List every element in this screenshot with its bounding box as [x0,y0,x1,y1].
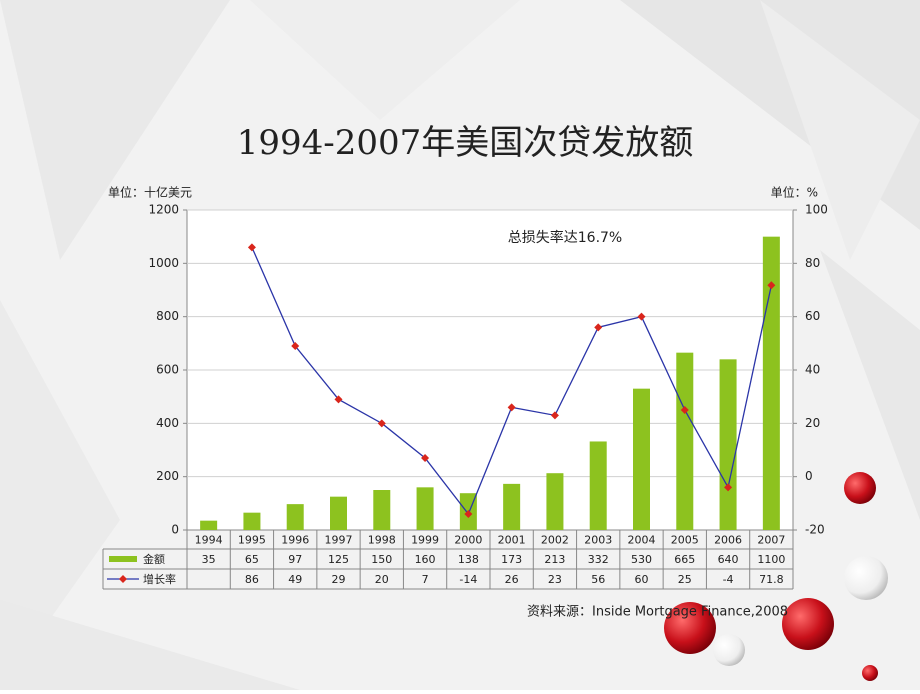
marker [550,411,559,420]
table-value: 35 [202,553,216,566]
y2-tick-label: 0 [805,469,813,483]
legend-swatch [109,556,137,562]
y-tick-label: 1000 [148,256,179,270]
x-tick-label: 2001 [498,534,526,547]
table-value: 150 [371,553,392,566]
marker [291,342,300,350]
bar [330,496,347,530]
table-value: 160 [415,553,436,566]
y-tick-label: 400 [156,416,179,430]
chart-title: 1994-2007年美国次贷发放额 [237,123,694,163]
bar [676,352,694,530]
decorative-balls [664,472,888,681]
bar [416,487,434,530]
y-tick-label: 600 [156,363,179,377]
x-tick-label: 1996 [281,534,309,547]
source: 资料来源：Inside Mortgage Finance,2008 [527,605,788,620]
y-tick-label: 1200 [148,203,179,217]
annotation: 总损失率达16.7% [508,229,622,246]
legend-label: 金额 [143,552,165,566]
x-tick-label: 2003 [584,534,612,547]
marker [637,312,646,321]
x-tick-label: 2004 [628,534,656,547]
table-value: 49 [288,573,302,586]
y2-tick-label: -20 [805,523,825,537]
y2-tick-label: 80 [805,256,820,270]
table-value: 530 [631,553,652,566]
marker [680,406,689,414]
table-value: 97 [288,553,302,566]
marker [421,454,430,462]
x-tick-label: 2005 [671,534,699,547]
x-tick-label: 1998 [368,534,396,547]
table-value: 25 [678,573,692,586]
table-value: -4 [723,573,734,586]
bar [762,236,780,530]
marker [767,281,776,290]
bar [243,512,261,530]
table-value: 23 [548,573,562,586]
y2-tick-label: 20 [805,416,820,430]
bar [373,490,391,530]
x-tick-label: 2007 [757,534,785,547]
bar [200,520,218,530]
legend-marker [119,575,127,583]
bar [503,483,521,530]
x-tick-label: 2000 [454,534,482,547]
table-value: 138 [458,553,479,566]
y-tick-label: 800 [156,309,179,323]
table-value: -14 [459,573,477,586]
bar [633,388,650,530]
table-value: 640 [718,553,739,566]
x-tick-label: 1995 [238,534,266,547]
marker [247,243,256,252]
y2-tick-label: 40 [805,363,820,377]
table-value: 665 [674,553,695,566]
table-value: 65 [245,553,259,566]
marker [594,323,603,332]
table-value: 29 [332,573,346,586]
table-value: 7 [422,573,429,586]
x-tick-label: 1994 [195,534,223,547]
table-value: 173 [501,553,522,566]
marker [334,395,343,404]
bar [719,359,737,530]
table-value: 60 [635,573,649,586]
y2-tick-label: 60 [805,309,820,323]
table-value: 1100 [757,553,785,566]
table-value: 56 [591,573,605,586]
table-value: 20 [375,573,389,586]
table-value: 125 [328,553,349,566]
marker [464,510,473,518]
x-tick-label: 2002 [541,534,569,547]
legend-label: 增长率 [143,572,176,586]
x-tick-label: 1997 [325,534,353,547]
y-tick-label: 200 [156,469,179,483]
table-value: 86 [245,573,259,586]
table-value: 71.8 [759,573,784,586]
bar [589,441,607,530]
marker [507,403,516,412]
table-value: 332 [588,553,609,566]
y2-tick-label: 100 [805,203,828,217]
marker [724,483,733,492]
x-tick-label: 1999 [411,534,439,547]
table-value: 213 [544,553,565,566]
y-tick-label: 0 [171,523,179,537]
bar [286,504,304,530]
y-axis-label: 单位：十亿美元 [108,185,192,200]
marker [377,419,386,428]
y2-axis-label: 单位：% [771,185,818,200]
table-value: 26 [505,573,519,586]
bar [546,473,564,530]
x-tick-label: 2006 [714,534,742,547]
